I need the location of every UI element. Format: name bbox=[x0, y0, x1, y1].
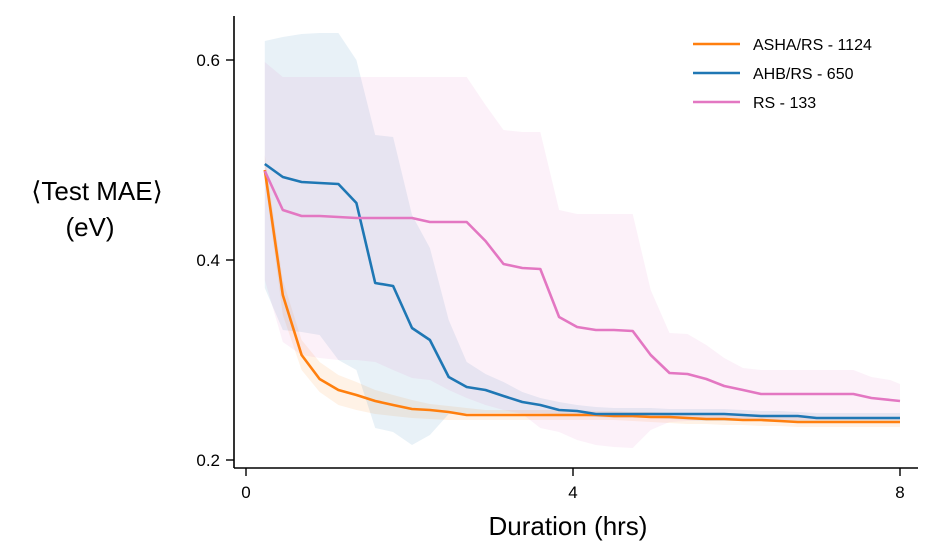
y-axis-title-line2: (eV) bbox=[65, 212, 114, 242]
x-ticks: 0 4 8 bbox=[241, 468, 905, 502]
y-tick-label: 0.6 bbox=[196, 51, 220, 70]
series-lines bbox=[263, 162, 901, 424]
legend-label-0: ASHA/RS - 1124 bbox=[753, 37, 872, 54]
x-tick-label: 8 bbox=[895, 483, 904, 502]
y-ticks: 0.2 0.4 0.6 bbox=[196, 51, 234, 470]
x-tick-label: 4 bbox=[568, 483, 577, 502]
legend: ASHA/RS - 1124 AHB/RS - 650 RS - 133 bbox=[693, 37, 872, 112]
series-line-1 bbox=[264, 162, 900, 420]
legend-label-2: RS - 133 bbox=[753, 95, 816, 112]
x-tick-label: 0 bbox=[241, 483, 250, 502]
y-tick-label: 0.2 bbox=[196, 451, 220, 470]
series-line-2 bbox=[263, 170, 901, 403]
y-axis-title-line1: ⟨Test MAE⟩ bbox=[31, 176, 163, 206]
legend-label-1: AHB/RS - 650 bbox=[753, 66, 854, 83]
y-tick-label: 0.4 bbox=[196, 251, 220, 270]
confidence-band-1 bbox=[264, 33, 900, 445]
x-axis-title: Duration (hrs) bbox=[489, 511, 648, 541]
series-line-0 bbox=[263, 169, 900, 424]
axes: 0 4 8 0.2 0.4 0.6 bbox=[196, 16, 918, 502]
confidence-bands bbox=[264, 33, 900, 448]
confidence-band-2 bbox=[264, 62, 900, 448]
